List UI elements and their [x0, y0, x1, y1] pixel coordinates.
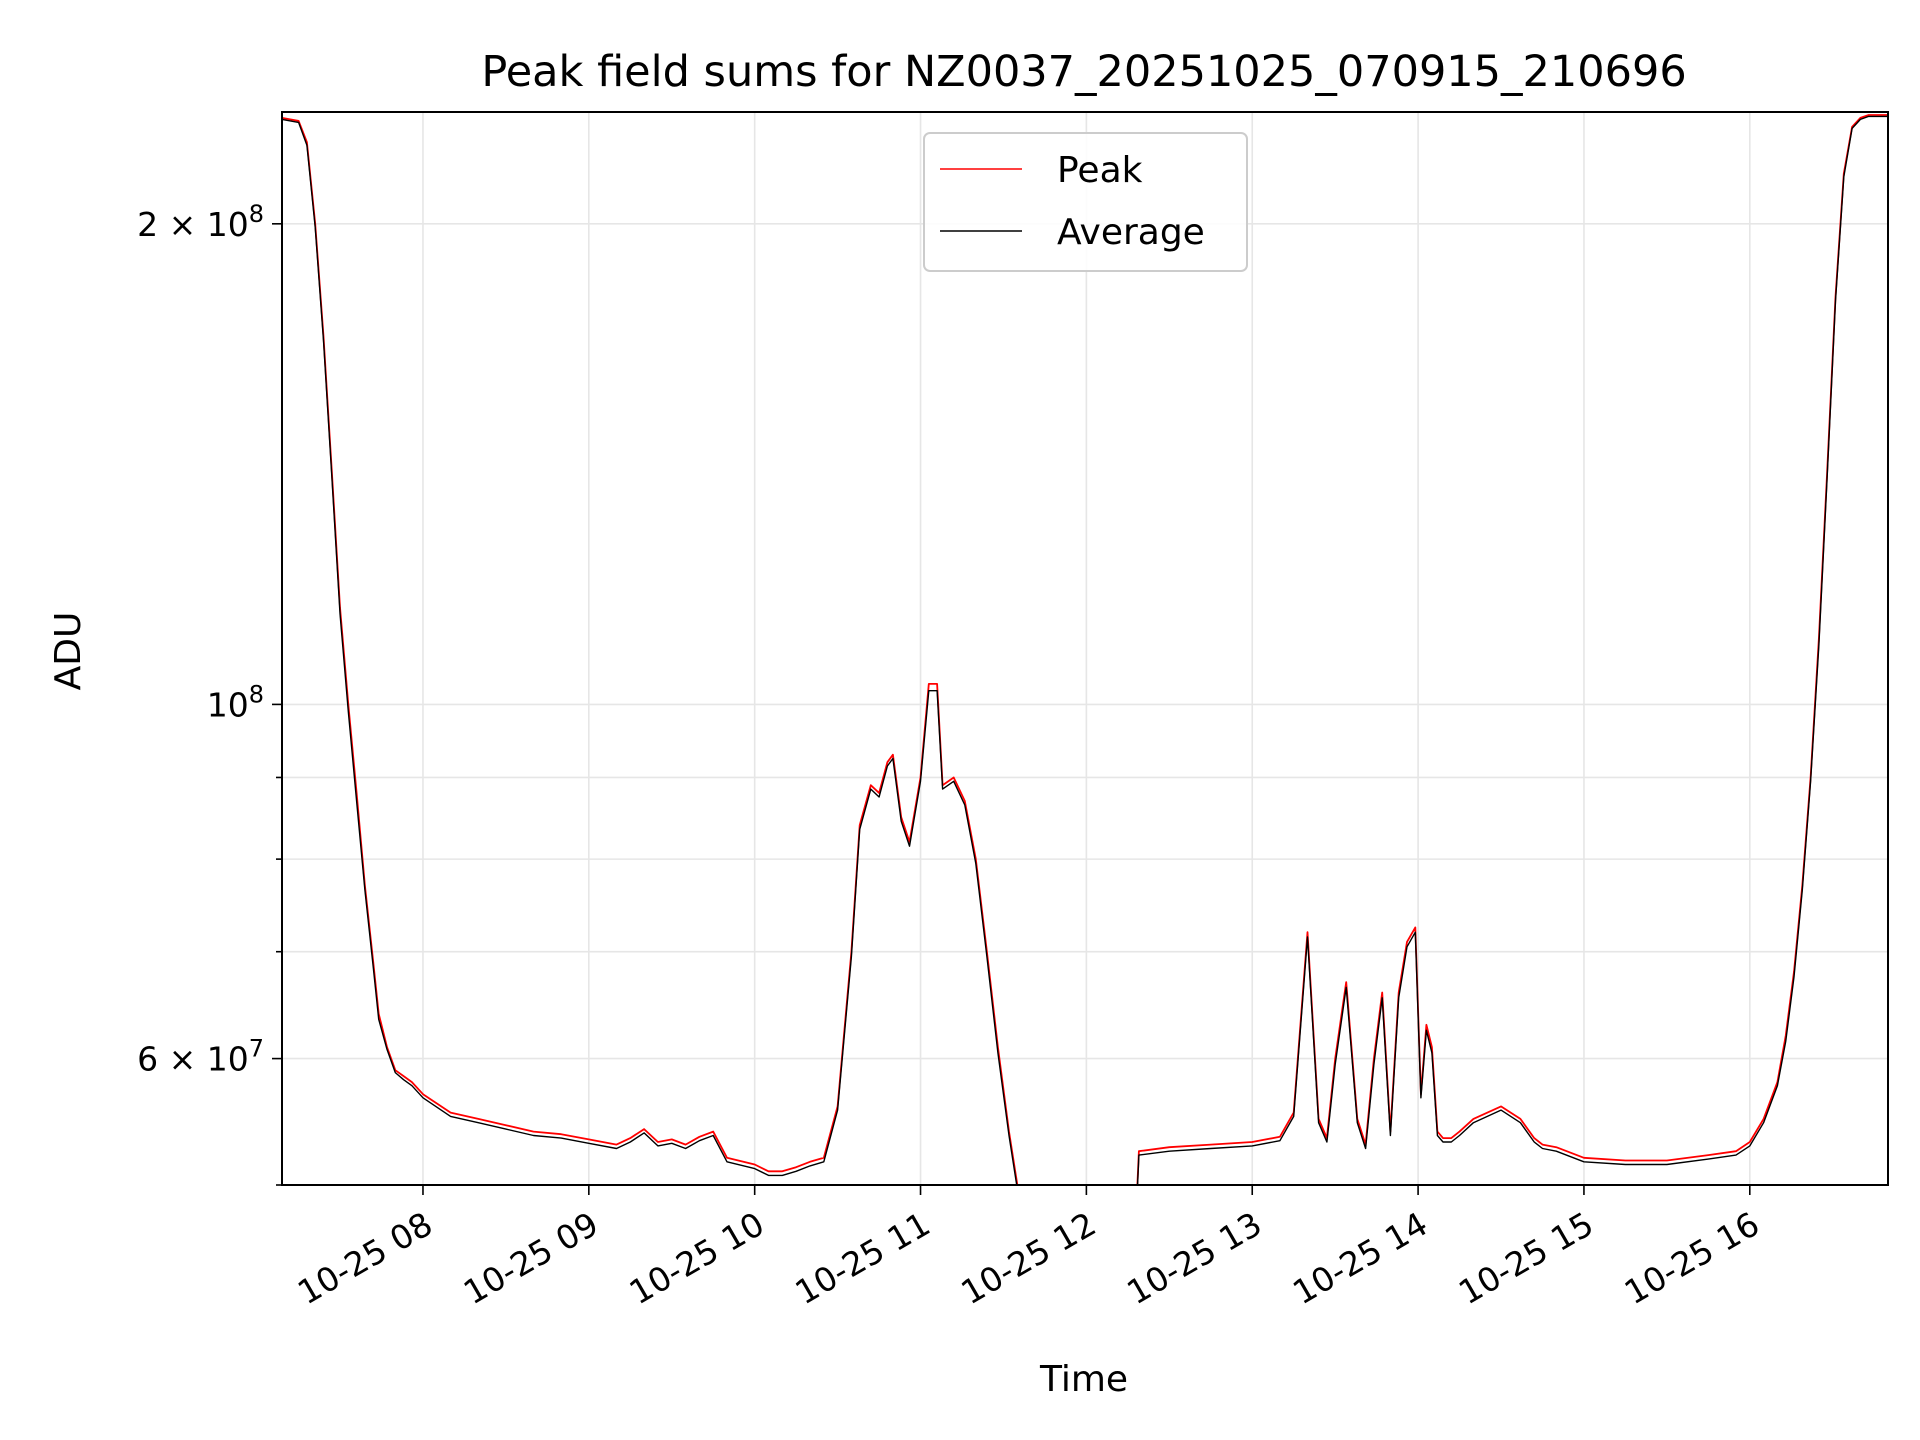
- legend-box: [923, 132, 1248, 272]
- y-tick-label: 108: [207, 680, 264, 724]
- legend-label-peak: Peak: [1057, 150, 1143, 191]
- x-axis-label: Time: [1039, 1359, 1128, 1400]
- series-line-average: [282, 115, 1888, 1185]
- series-layer: [282, 114, 1888, 1185]
- y-axis-label: ADU: [48, 612, 89, 691]
- y-tick-exponent: 8: [249, 200, 264, 228]
- series-line-peak: [282, 114, 1888, 1185]
- y-tick-exponent: 7: [249, 1035, 264, 1063]
- y-tick-mantissa: 10: [207, 685, 249, 724]
- y-tick-mantissa: 6 × 10: [137, 1040, 249, 1079]
- y-tick-label: 2 × 108: [137, 200, 264, 244]
- plot-frame: [281, 111, 1889, 1186]
- chart-title: Peak field sums for NZ0037_20251025_0709…: [481, 47, 1686, 97]
- legend: Peak Average: [923, 132, 1248, 272]
- legend-label-average: Average: [1057, 212, 1205, 253]
- y-tick-exponent: 8: [249, 680, 264, 708]
- y-tick-label: 6 × 107: [137, 1035, 264, 1079]
- y-tick-mantissa: 2 × 10: [137, 205, 249, 244]
